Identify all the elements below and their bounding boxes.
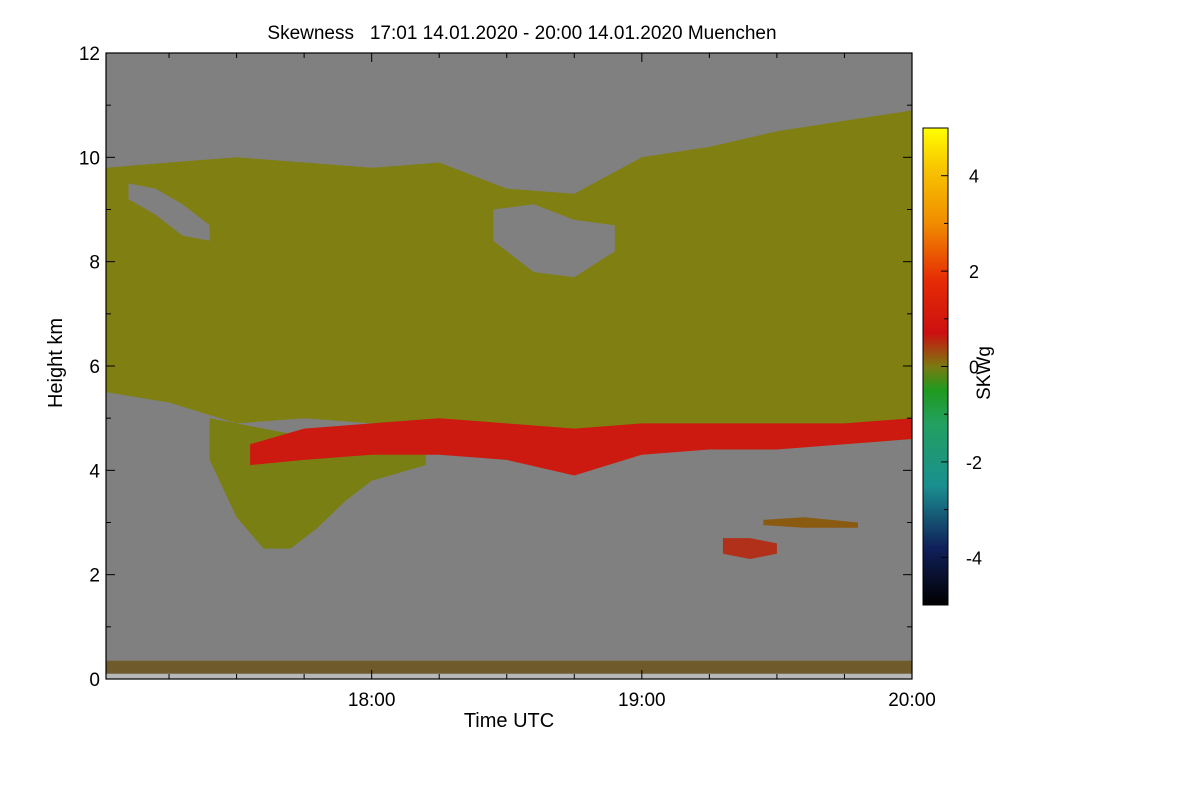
- y-tick-label: 6: [89, 357, 100, 378]
- y-tick-label: 4: [89, 461, 100, 482]
- x-axis-label: Time UTC: [464, 710, 554, 732]
- x-tick-label: 20:00: [888, 690, 936, 711]
- ground-strip: [106, 673, 912, 679]
- colorbar-tick-label: 0: [969, 358, 979, 378]
- y-tick-label: 10: [79, 148, 100, 169]
- plot-area: [105, 52, 913, 680]
- colorbar-tick-label: 4: [969, 167, 979, 187]
- region-red-positive-layer: [250, 418, 912, 476]
- chart-title: Skewness 17:01 14.01.2020 - 20:00 14.01.…: [267, 23, 776, 44]
- x-tick-label: 19:00: [618, 690, 666, 711]
- colorbar-tick-label: 2: [969, 262, 979, 282]
- colorbar-tick-label: -2: [966, 453, 982, 473]
- near-ground-band: [106, 660, 912, 674]
- region-clear-gap-1: [128, 183, 210, 241]
- region-clear-gap-2: [493, 204, 615, 278]
- colorbar-tick-label: -4: [966, 548, 982, 568]
- x-tick-label: 18:00: [348, 690, 396, 711]
- region-low-cloud-patch: [763, 517, 858, 528]
- y-axis: 0 2 4 6 8 10 12: [79, 44, 912, 691]
- y-axis-label: Height km: [45, 318, 67, 408]
- x-axis: 18:00 19:00 20:00: [168, 53, 936, 711]
- y-tick-label: 8: [89, 253, 100, 274]
- y-tick-label: 12: [79, 44, 100, 65]
- y-tick-label: 0: [89, 670, 100, 691]
- region-upper-cloud-band: [106, 110, 912, 445]
- colorbar: 4 2 0 -2 -4 SKWg: [922, 127, 995, 606]
- colorbar-label: SKWg: [974, 346, 995, 400]
- y-tick-label: 2: [89, 566, 100, 587]
- region-low-cloud-patch: [722, 538, 777, 559]
